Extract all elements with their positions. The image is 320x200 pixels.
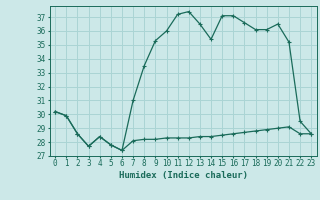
X-axis label: Humidex (Indice chaleur): Humidex (Indice chaleur): [119, 171, 248, 180]
